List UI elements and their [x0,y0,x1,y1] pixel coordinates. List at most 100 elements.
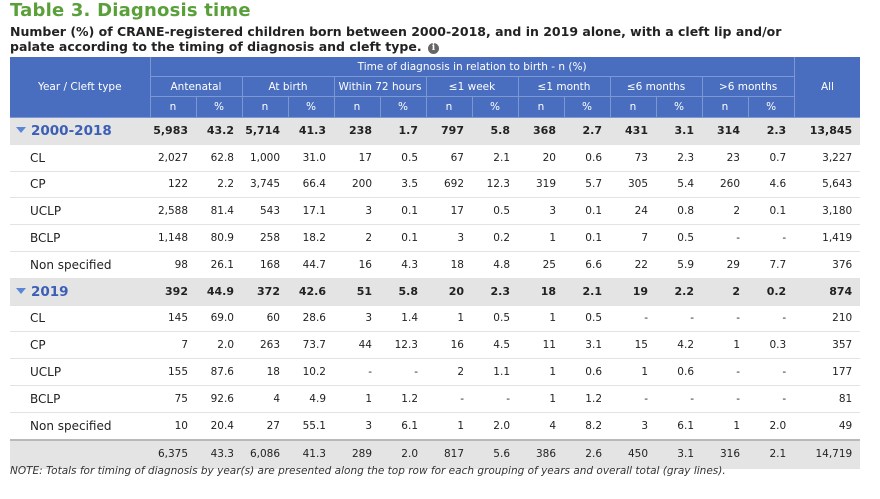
table-row: BCLP 1,148 80.9 258 18.2 2 0.1 3 0.2 1 0.1 7 0.5- -1,… [10,224,861,252]
table-cell: 44 [334,331,380,360]
table-cell: 1 [610,358,656,386]
table-cell: 168 [242,251,288,279]
table-cell: 17 [334,144,380,172]
collapse-arrow-icon[interactable] [16,287,26,294]
table-cell: 17.1 [288,197,334,226]
table-cell: 3.1 [564,331,610,360]
table-cell: 817 [426,438,472,469]
subtitle-text: Number (%) of CRANE-registered children … [10,24,782,54]
table-row: UCLP 155 87.6 18 10.2- -2 1.1 1 0.6 1 0.6- -177 [10,358,861,386]
category-header[interactable]: Antenatal [150,76,243,97]
table-cell: 6.6 [564,251,610,279]
category-header[interactable]: At birth [242,76,335,97]
table-cell: 2.0 [748,412,795,441]
table-cell: 3 [334,412,380,441]
table-cell: - [656,305,702,333]
table-cell: 51 [334,278,380,306]
category-header[interactable]: Within 72 hours [334,76,427,97]
group-row[interactable]: 2019 392 44.9 372 42.6 51 5.8 20 2.3 18 2.1 19 2.2 2 0… [10,278,861,306]
table-cell: 7.7 [748,251,795,279]
table-cell: 49 [794,412,861,441]
table-cell: 4 [242,385,288,413]
table-cell: - [380,358,426,386]
table-cell: 2.2 [656,278,702,306]
category-header[interactable]: >6 months [702,76,795,97]
table-cell: 87.6 [196,358,242,386]
row-label: UCLP [10,358,150,386]
table-cell: 2.2 [196,171,242,199]
table-cell: 3.1 [656,438,702,469]
n-subheader: n [702,96,749,118]
table-cell: 372 [242,278,288,306]
table-cell: 1 [702,412,748,441]
table-cell: 7 [610,224,656,252]
row-label-text: BCLP [30,231,61,246]
info-icon[interactable]: i [427,43,439,54]
table-cell: 2 [702,278,748,306]
collapse-arrow-icon[interactable] [16,126,26,133]
group-row[interactable]: 2000-2018 5,983 43.2 5,714 41.3 238 1.7 797 5.8 3… [10,117,861,145]
table-cell: 3 [610,412,656,441]
table-cell: 368 [518,117,564,145]
table-cell: 0.1 [748,197,795,226]
all-header[interactable]: All [794,57,861,118]
table-cell: 18 [242,358,288,386]
table-cell: 2.3 [472,278,518,306]
pct-subheader: % [472,96,519,118]
diagnosis-table: Year / Cleft type Time of diagnosis in r… [10,57,861,469]
n-subheader: n [610,96,657,118]
table-cell: 0.2 [472,224,518,252]
table-cell: 5.6 [472,438,518,469]
table-cell: 450 [610,438,656,469]
table-cell: 1 [518,358,564,386]
table-cell: 5.7 [564,171,610,199]
table-cell: 0.5 [656,224,702,252]
category-header[interactable]: ≤1 month [518,76,611,97]
table-row: UCLP 2,588 81.4 543 17.1 3 0.1 17 0.5 3 0.1 24 0.8 2 0… [10,197,861,226]
table-cell: 10.2 [288,358,334,386]
table-cell: 7 [150,331,196,360]
table-cell: 1,419 [794,224,861,252]
row-label: CP [10,331,150,360]
row-label-text: 2019 [31,283,69,300]
table-cell: 1,148 [150,224,196,252]
row-label: Non specified [10,251,150,279]
table-cell: 319 [518,171,564,199]
table-cell: 92.6 [196,385,242,413]
table-cell: 3 [426,224,472,252]
table-cell: 43.2 [196,117,242,145]
table-cell: 24 [610,197,656,226]
row-label-text: CL [30,150,46,165]
table-cell: - [748,358,795,386]
category-header[interactable]: ≤6 months [610,76,703,97]
table-cell: 1 [426,305,472,333]
table-cell: 0.5 [380,144,426,172]
table-cell: 6.1 [656,412,702,441]
table-cell: 3.1 [656,117,702,145]
table-cell: 1 [518,385,564,413]
time-group-header: Time of diagnosis in relation to birth -… [150,57,795,77]
table-cell: 1 [518,305,564,333]
pct-subheader: % [380,96,427,118]
table-cell: 4.6 [748,171,795,199]
n-subheader: n [426,96,473,118]
table-cell: 62.8 [196,144,242,172]
table-cell: 44.9 [196,278,242,306]
pct-subheader: % [288,96,335,118]
table-cell: 1.4 [380,305,426,333]
table-cell: 4 [518,412,564,441]
category-header[interactable]: ≤1 week [426,76,519,97]
table-cell: 2,588 [150,197,196,226]
table-cell: 2.1 [748,438,795,469]
row-label-text: Non specified [30,257,112,272]
category-header-row: Antenatal At birth Within 72 hours ≤1 week ≤… [10,76,860,97]
table-cell: 4.5 [472,331,518,360]
table-cell: 0.6 [656,358,702,386]
table-cell: 2.3 [748,117,795,145]
row-label-header[interactable]: Year / Cleft type [10,57,151,118]
n-subheader: n [150,96,197,118]
row-label: 2000-2018 [10,117,150,145]
table-row: CL 145 69.0 60 28.6 3 1.4 1 0.5 1 0.5- - - -210 [10,305,861,333]
table-cell: 73.7 [288,331,334,360]
table-cell: 3 [334,305,380,333]
